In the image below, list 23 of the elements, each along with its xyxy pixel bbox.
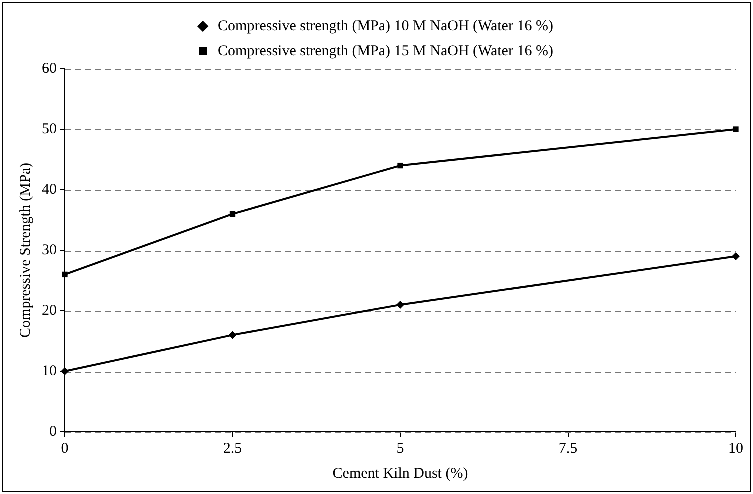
point <box>228 331 237 340</box>
x-tick-label: 5 <box>396 440 404 457</box>
y-tick-label: 30 <box>42 242 57 258</box>
point <box>62 272 68 278</box>
point <box>398 162 404 169</box>
point <box>230 211 236 218</box>
y-tick-label: 60 <box>42 60 57 77</box>
point <box>733 126 739 132</box>
x-tick-label: 7.5 <box>558 440 578 457</box>
x-tick-label: 0 <box>61 440 69 457</box>
point <box>396 300 404 309</box>
x-tick-label: 2.5 <box>223 440 242 457</box>
y-tick-label: 10 <box>42 363 57 380</box>
y-tick-label: 50 <box>42 121 57 138</box>
y-axis-title: Compressive Strength (MPa) <box>18 163 34 338</box>
y-tick-label: 0 <box>50 424 57 440</box>
y-tick-label: 20 <box>42 302 57 319</box>
legend-label: Compressive strength (MPa) 15 M NaOH (Water 16 %) <box>218 43 554 60</box>
x-axis-title: Cement Kiln Dust (%) <box>332 466 468 482</box>
y-tick-label: 40 <box>42 182 57 198</box>
legend-label: Compressive strength (MPa) 10 M NaOH (Water 16 %) <box>218 18 554 34</box>
point <box>732 252 740 261</box>
x-tick-label: 10 <box>728 440 744 457</box>
